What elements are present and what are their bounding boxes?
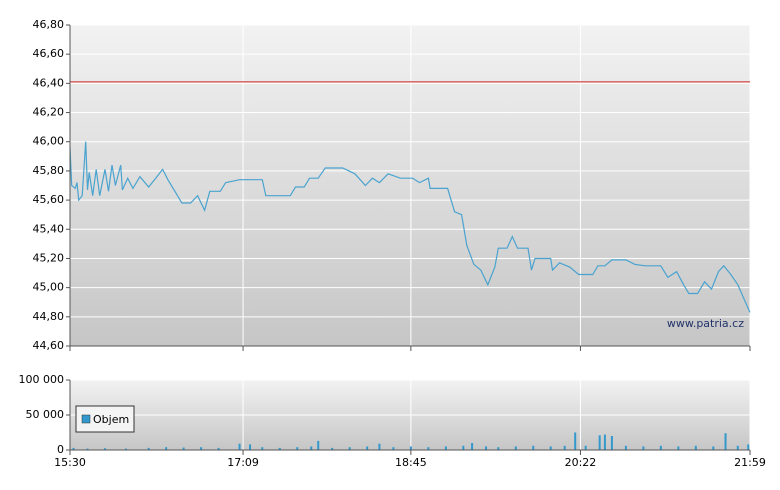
volume-bar (642, 446, 645, 450)
x-tick-label: 20:22 (565, 456, 597, 469)
volume-bar (747, 444, 750, 450)
volume-bar (598, 435, 601, 450)
volume-bar (331, 447, 334, 450)
volume-bar (694, 445, 697, 450)
volume-bar (72, 447, 75, 450)
volume-bar (86, 448, 89, 450)
volume-bar (624, 445, 627, 450)
volume-bar (261, 447, 264, 450)
y-tick-label: 45,40 (33, 222, 65, 235)
volume-bar (317, 440, 320, 450)
volume-bar (462, 445, 465, 450)
volume-bar (610, 436, 613, 450)
volume-bar (427, 447, 430, 450)
y-tick-label: 44,80 (33, 310, 65, 323)
volume-bar (103, 448, 106, 450)
volume-bar (485, 446, 488, 450)
volume-bar (217, 447, 220, 450)
y-tick-label: 46,00 (33, 135, 65, 148)
y-tick-label: 100 000 (19, 373, 65, 386)
volume-bar (603, 434, 606, 450)
y-tick-label: 44,60 (33, 339, 65, 352)
legend-swatch (81, 414, 91, 424)
y-tick-label: 46,60 (33, 47, 65, 60)
x-tick-label: 17:09 (227, 456, 259, 469)
volume-bar (497, 447, 500, 450)
volume-bar (409, 446, 412, 450)
y-tick-label: 46,20 (33, 106, 65, 119)
volume-bar (124, 448, 127, 450)
volume-bar (147, 447, 150, 450)
y-tick-label: 46,80 (33, 18, 65, 31)
x-tick-label: 15:30 (54, 456, 86, 469)
volume-bar (182, 447, 185, 450)
y-tick-label: 45,80 (33, 164, 65, 177)
volume-bar (563, 445, 566, 450)
volume-bar (392, 447, 395, 450)
y-tick-label: 45,00 (33, 281, 65, 294)
x-tick-label: 18:45 (395, 456, 427, 469)
volume-bar (348, 447, 351, 450)
y-tick-label: 46,40 (33, 76, 65, 89)
volume-bar (238, 443, 241, 450)
volume-bar (310, 446, 313, 450)
price-line (69, 141, 751, 313)
volume-bar (378, 443, 381, 450)
legend-label: Objem (93, 413, 129, 426)
volume-bar (444, 446, 447, 450)
volume-bar (200, 447, 203, 450)
volume-bar (677, 446, 680, 450)
y-tick-label: 45,20 (33, 251, 65, 264)
y-tick-label: 45,60 (33, 193, 65, 206)
y-tick-label: 0 (57, 443, 64, 456)
volume-bar (584, 445, 587, 450)
watermark: www.patria.cz (667, 317, 744, 330)
volume-bar (296, 447, 299, 450)
volume-bar (712, 446, 715, 450)
volume-bar (471, 443, 474, 450)
volume-bar (736, 445, 739, 450)
volume-bar (366, 446, 369, 450)
volume-bar (659, 445, 662, 450)
volume-bar (278, 447, 281, 450)
volume-bar (724, 433, 727, 450)
price-plot-area (70, 25, 750, 346)
volume-bar (574, 432, 577, 450)
volume-bar (549, 446, 552, 450)
volume-bar (165, 447, 168, 450)
y-tick-label: 50 000 (26, 408, 65, 421)
volume-bar (249, 444, 252, 450)
volume-bar (514, 446, 517, 450)
x-tick-label: 21:59 (734, 456, 766, 469)
volume-bar (532, 445, 535, 450)
